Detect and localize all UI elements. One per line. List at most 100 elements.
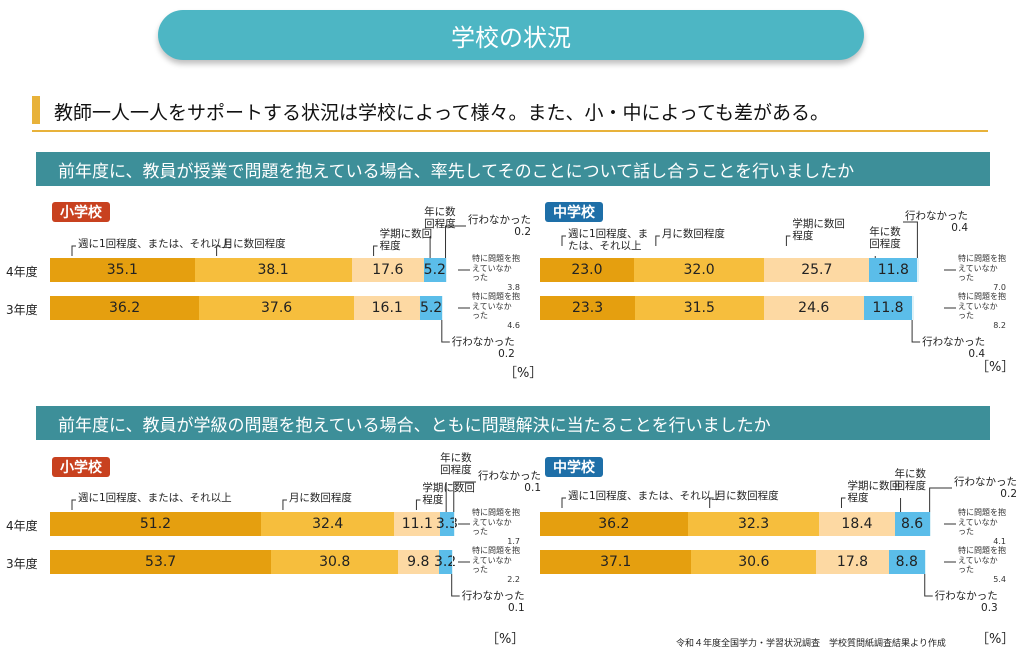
category-label: 学期に数回 程度 <box>379 228 433 253</box>
stacked-bar: 51.2 32.4 11.1 3.3 <box>50 512 462 536</box>
no-problem-label: 特に問題を抱 えていなか った 7.0 <box>958 254 1006 292</box>
leader-line <box>709 497 714 508</box>
category-label: 学期に数回 程度 <box>792 218 845 243</box>
row-label-year: 3年度 <box>6 303 38 317</box>
leader-line <box>71 245 76 256</box>
leader-line <box>561 235 566 246</box>
bar-segment: 18.4 <box>819 512 895 536</box>
bar-segment: 11.8 <box>863 296 913 320</box>
bar-segment <box>441 296 443 320</box>
bar-segment: 9.8 <box>398 550 439 574</box>
none-label: 行わなかった 0.4 <box>905 210 968 235</box>
category-label: 週に1回程度、または、それ以上 <box>78 492 232 504</box>
category-label: 年に数 回程度 <box>440 452 472 477</box>
no-problem-label: 特に問題を抱 えていなか った 1.7 <box>472 508 520 546</box>
bar-segment: 24.6 <box>763 296 864 320</box>
bar-segment: 8.8 <box>888 550 925 574</box>
leader-line <box>216 245 221 256</box>
no-problem-label: 特に問題を抱 えていなか った 8.2 <box>958 292 1006 330</box>
leader-line <box>445 225 466 258</box>
no-problem-label: 特に問題を抱 えていなか った 2.2 <box>472 546 520 584</box>
no-problem-label: 特に問題を抱 えていなか った 3.8 <box>472 254 520 292</box>
bar-segment: 3.2 <box>434 550 456 574</box>
question-2-bar: 前年度に、教員が学級の問題を抱えている場合、ともに問題解決に当たることを行いまし… <box>36 406 990 440</box>
stacked-bar: 53.7 30.8 9.8 3.2 <box>50 550 462 574</box>
bar-segment <box>912 296 914 320</box>
category-label: 週に1回程度、ま たは、それ以上 <box>568 228 649 253</box>
category-label: 週に1回程度、または、それ以上 <box>568 490 722 502</box>
leader-line <box>655 235 660 246</box>
school-type-badge: 小学校 <box>52 457 110 477</box>
none-label: 行わなかった 0.1 <box>461 590 525 615</box>
unit-label: ［%］ <box>976 360 1015 375</box>
bar-segment: 16.1 <box>354 296 421 320</box>
category-label: 週に1回程度、または、それ以上 <box>78 238 232 250</box>
no-problem-label: 特に問題を抱 えていなか った 5.4 <box>958 546 1006 584</box>
none-label: 行わなかった 0.3 <box>934 590 998 615</box>
bar-segment: 5.2 <box>424 258 446 282</box>
no-problem-label: 特に問題を抱 えていなか った 4.6 <box>472 292 520 330</box>
bar-segment: 51.2 <box>50 512 261 536</box>
leader-line <box>441 320 450 343</box>
category-label: 月に数回程度 <box>715 490 779 502</box>
bar-segment: 5.2 <box>420 296 442 320</box>
row-label-year: 4年度 <box>6 519 38 533</box>
category-label: 学期に数回 程度 <box>847 480 900 505</box>
bar-segment <box>929 512 931 536</box>
bar-segment: 36.2 <box>50 296 200 320</box>
bar-segment: 32.3 <box>687 512 820 536</box>
school-type-badge: 小学校 <box>52 202 110 222</box>
none-label: 行わなかった 0.2 <box>468 214 531 239</box>
lead-text: 教師一人一人をサポートする状況は学校によって様々。また、小・中によっても差がある… <box>54 102 830 124</box>
stacked-bar: 23.0 32.0 25.7 11.8 <box>540 258 948 282</box>
leader-line <box>71 499 76 510</box>
bar-segment <box>924 550 926 574</box>
bar-segment: 11.1 <box>394 512 441 536</box>
bar-segment <box>917 258 919 282</box>
bar-segment: 17.8 <box>816 550 889 574</box>
none-label: 行わなかった 0.1 <box>478 470 541 495</box>
leader-line <box>453 481 476 512</box>
bar-segment: 30.6 <box>691 550 817 574</box>
bar-segment: 37.1 <box>540 550 692 574</box>
source-note: 令和４年度全国学力・学習状況調査 学校質問紙調査結果より作成 <box>676 639 946 649</box>
bar-segment: 30.8 <box>271 550 399 574</box>
bar-segment: 32.4 <box>260 512 395 536</box>
bar-segment: 53.7 <box>50 550 272 574</box>
category-label: 年に数 回程度 <box>424 206 456 231</box>
none-label: 行わなかった 0.4 <box>922 336 986 361</box>
unit-label: ［%］ <box>504 366 543 381</box>
bar-segment: 23.0 <box>540 258 634 282</box>
bar-segment: 8.6 <box>894 512 930 536</box>
stacked-bar: 36.2 37.6 16.1 5.2 <box>50 296 462 320</box>
bar-segment: 11.8 <box>869 258 918 282</box>
leader-line <box>451 574 460 597</box>
stacked-bar: 23.3 31.5 24.6 11.8 <box>540 296 948 320</box>
bar-segment: 32.0 <box>633 258 765 282</box>
question-1-bar: 前年度に、教員が授業で問題を抱えている場合、率先してそのことについて話し合うこと… <box>36 152 990 186</box>
page-title: 学校の状況 <box>158 10 864 60</box>
category-label: 月に数回程度 <box>661 228 725 240</box>
bar-segment: 31.5 <box>635 296 764 320</box>
leader-line <box>911 320 921 343</box>
stacked-bar: 36.2 32.3 18.4 8.6 <box>540 512 948 536</box>
category-label: 年に数 回程度 <box>894 468 927 493</box>
leader-line <box>929 487 952 512</box>
bar-segment: 38.1 <box>194 258 352 282</box>
leader-line <box>282 499 287 510</box>
bar-segment <box>445 258 447 282</box>
leader-line <box>785 235 791 246</box>
leader-line <box>415 499 421 510</box>
row-label-year: 4年度 <box>6 265 38 279</box>
lead-section: 教師一人一人をサポートする状況は学校によって様々。また、小・中によっても差がある… <box>32 96 988 132</box>
school-type-badge: 中学校 <box>545 457 603 477</box>
bar-segment: 36.2 <box>540 512 688 536</box>
stacked-bar: 37.1 30.6 17.8 8.8 <box>540 550 948 574</box>
lead-accent-bar <box>32 96 40 124</box>
unit-label: ［%］ <box>486 632 525 647</box>
bar-segment: 25.7 <box>764 258 870 282</box>
leader-line <box>840 497 846 508</box>
stacked-bar: 35.1 38.1 17.6 5.2 <box>50 258 462 282</box>
category-label: 月に数回程度 <box>222 238 286 250</box>
